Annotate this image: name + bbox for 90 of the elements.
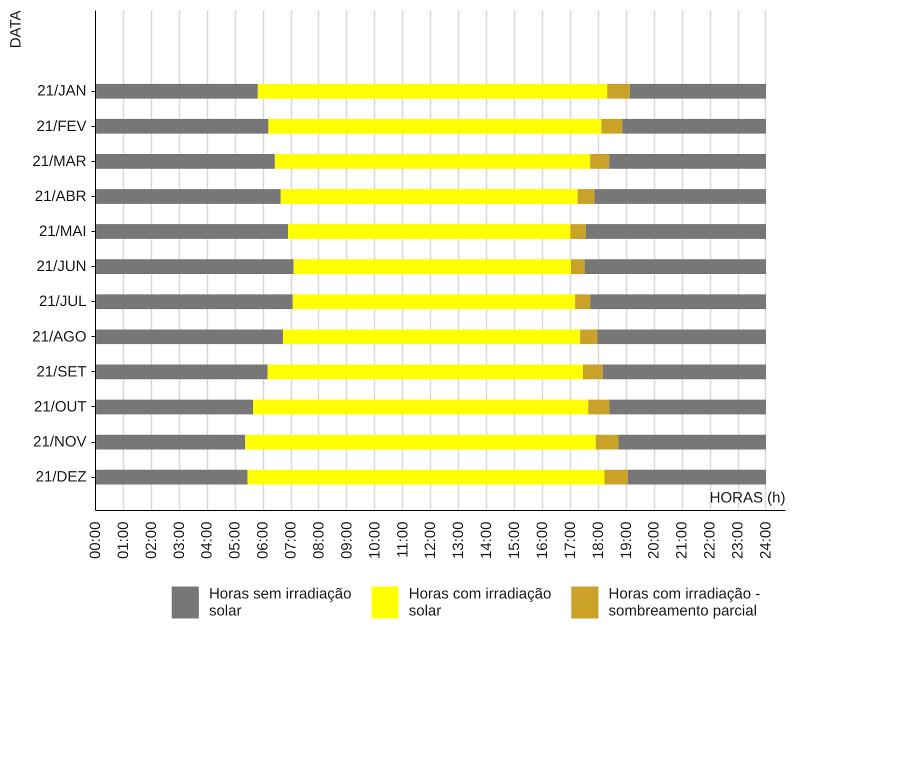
x-tick-label: 01:00 xyxy=(114,521,132,560)
bar xyxy=(597,329,766,344)
bar xyxy=(245,434,596,450)
y-tick-label: 21/ABR xyxy=(34,188,87,205)
x-tick-label: 20:00 xyxy=(646,521,663,560)
y-tick-label: 21/DEZ xyxy=(36,468,87,486)
x-axis-title: HORAS (h) xyxy=(710,490,786,506)
x-tick-label: 16:00 xyxy=(534,521,551,560)
bar xyxy=(596,434,618,450)
bar xyxy=(282,329,580,344)
bar xyxy=(602,364,766,380)
bar xyxy=(96,84,258,99)
bar xyxy=(590,294,766,310)
x-tick-label: 10:00 xyxy=(366,521,384,560)
bar xyxy=(96,118,268,134)
bar xyxy=(280,189,578,204)
bar xyxy=(268,364,583,380)
bar xyxy=(258,84,608,99)
bar xyxy=(247,470,604,485)
bar xyxy=(575,294,590,310)
bar xyxy=(268,118,602,134)
y-tick-label: 21/MAR xyxy=(32,152,87,170)
bar xyxy=(96,154,275,169)
x-tick-label: 15:00 xyxy=(506,521,524,560)
bar xyxy=(274,154,590,169)
x-tick-label: 19:00 xyxy=(618,521,635,560)
bar xyxy=(584,259,766,274)
bar xyxy=(96,364,268,380)
legend-label: Horas com irradiação solar xyxy=(408,586,552,620)
bar xyxy=(292,294,576,310)
x-tick-label: 13:00 xyxy=(450,521,468,560)
bar xyxy=(96,434,246,450)
y-tick-label: 21/JUL xyxy=(38,293,87,310)
bar xyxy=(96,189,281,204)
bar xyxy=(609,154,766,169)
y-tick-label: 21/NOV xyxy=(33,434,86,451)
bar xyxy=(610,400,766,414)
bar xyxy=(622,118,766,134)
bar xyxy=(294,259,571,274)
y-tick-label: 21/AGO xyxy=(32,328,87,346)
x-tick-label: 03:00 xyxy=(170,521,188,560)
bar xyxy=(570,259,585,274)
bar xyxy=(588,400,610,414)
bar xyxy=(96,470,248,485)
x-tick-label: 18:00 xyxy=(590,521,607,560)
x-tick-label: 11:00 xyxy=(394,521,412,558)
y-tick-label: 21/FEV xyxy=(36,118,87,135)
x-tick-label: 21:00 xyxy=(674,521,691,560)
bar xyxy=(288,224,570,239)
bar xyxy=(96,259,294,274)
bar xyxy=(582,364,603,380)
x-tick-label: 07:00 xyxy=(282,521,300,560)
y-tick-label: 21/JAN xyxy=(37,82,87,100)
y-tick-label: 21/SET xyxy=(36,363,87,380)
x-tick-label: 12:00 xyxy=(422,521,440,560)
bar xyxy=(96,329,283,344)
y-tick-label: 21/MAI xyxy=(38,223,87,240)
x-tick-label: 09:00 xyxy=(338,521,356,560)
bar xyxy=(578,189,594,204)
legend-label: Horas sem irradiação solar xyxy=(208,586,352,620)
y-tick-label: 21/OUT xyxy=(34,398,86,416)
x-tick-label: 04:00 xyxy=(198,521,216,560)
x-tick-label: 02:00 xyxy=(142,521,160,560)
x-tick-label: 22:00 xyxy=(702,521,719,560)
x-tick-label: 06:00 xyxy=(254,521,272,560)
bar xyxy=(601,118,622,134)
bar xyxy=(594,189,766,204)
bar xyxy=(253,400,588,414)
bar xyxy=(628,470,766,485)
y-axis-title: DATA xyxy=(8,10,24,48)
x-tick-label: 05:00 xyxy=(226,521,244,560)
x-tick-label: 24:00 xyxy=(757,521,774,560)
y-tick-label: 21/JUN xyxy=(36,258,87,276)
x-tick-label: 17:00 xyxy=(562,521,579,560)
legend-label: Horas com irradiação - sombreamento parcial xyxy=(608,586,760,620)
bar xyxy=(607,84,630,99)
bar xyxy=(604,470,628,485)
bar xyxy=(570,224,586,239)
bar xyxy=(630,84,766,99)
x-tick-label: 08:00 xyxy=(310,521,328,560)
bar xyxy=(580,329,598,344)
bar xyxy=(586,224,766,239)
bar xyxy=(96,400,254,414)
x-tick-label: 23:00 xyxy=(730,521,747,560)
bar xyxy=(96,224,288,239)
x-tick-label: 00:00 xyxy=(87,521,104,560)
bar xyxy=(590,154,610,169)
x-tick-label: 14:00 xyxy=(478,521,496,560)
bar xyxy=(96,294,293,310)
bar xyxy=(618,434,766,450)
